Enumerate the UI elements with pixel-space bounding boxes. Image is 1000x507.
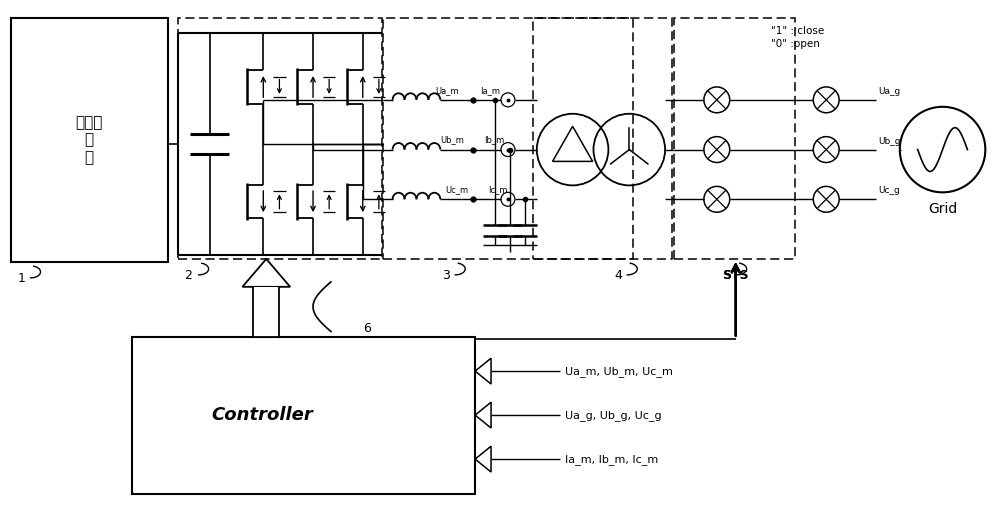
Bar: [132, 337, 475, 494]
Text: Uc_m: Uc_m: [445, 186, 468, 194]
Text: Ib_m: Ib_m: [484, 135, 504, 144]
Text: Ua_m: Ua_m: [435, 86, 459, 95]
Bar: [11, 18, 168, 262]
Text: "1" : close
"0" :open: "1" : close "0" :open: [771, 26, 824, 50]
Bar: [533, 18, 672, 259]
Text: Uc_g: Uc_g: [878, 186, 900, 195]
Text: 2: 2: [184, 269, 192, 282]
Text: Ia_m: Ia_m: [480, 86, 500, 95]
Text: Ia_m, Ib_m, Ic_m: Ia_m, Ib_m, Ic_m: [565, 454, 658, 464]
Bar: [253, 287, 279, 337]
Text: 6: 6: [363, 321, 371, 335]
Bar: [674, 18, 795, 259]
Text: Ua_m, Ub_m, Uc_m: Ua_m, Ub_m, Uc_m: [565, 366, 673, 377]
Text: 分布式
电
源: 分布式 电 源: [76, 115, 103, 165]
Text: Ua_g, Ub_g, Uc_g: Ua_g, Ub_g, Uc_g: [565, 410, 661, 421]
Text: Ua_g: Ua_g: [878, 87, 900, 96]
Text: Controller: Controller: [212, 406, 313, 424]
Text: Grid: Grid: [928, 202, 957, 216]
Bar: [254, 287, 278, 336]
Text: STS: STS: [722, 269, 749, 282]
Text: 5: 5: [724, 269, 732, 282]
Text: 3: 3: [442, 269, 450, 282]
Text: Ub_m: Ub_m: [440, 135, 464, 144]
Text: 4: 4: [614, 269, 622, 282]
Text: 1: 1: [18, 272, 26, 285]
Text: Ub_g: Ub_g: [878, 136, 900, 146]
Text: Ic_m: Ic_m: [488, 186, 508, 194]
Bar: [178, 18, 382, 259]
Bar: [383, 18, 633, 259]
